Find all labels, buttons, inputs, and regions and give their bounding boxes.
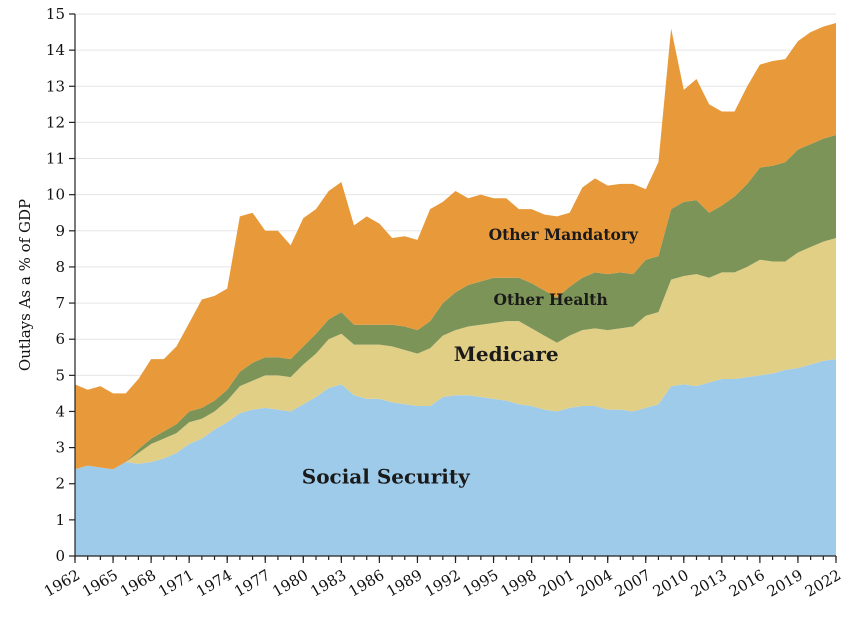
y-tick-label-13: 13 bbox=[46, 77, 65, 95]
x-tick-label-2022: 2022 bbox=[802, 566, 844, 601]
x-tick-label-2001: 2001 bbox=[536, 566, 578, 601]
series-label-other-mandatory: Other Mandatory bbox=[489, 225, 639, 244]
x-tick-label-1986: 1986 bbox=[345, 566, 387, 601]
series-area-social-security bbox=[75, 359, 836, 556]
x-tick-label-1971: 1971 bbox=[155, 566, 197, 601]
x-tick-label-2019: 2019 bbox=[764, 566, 806, 601]
series-area-medicare bbox=[75, 238, 836, 470]
series-areas bbox=[75, 23, 836, 556]
y-tick-label-7: 7 bbox=[55, 294, 65, 312]
y-tick-label-15: 15 bbox=[46, 5, 65, 23]
y-tick-label-8: 8 bbox=[55, 258, 65, 276]
x-tick-label-2016: 2016 bbox=[726, 566, 768, 601]
x-tick-label-1998: 1998 bbox=[498, 566, 540, 601]
y-axis-label: Outlays As a % of GDP bbox=[16, 199, 34, 371]
x-tick-labels: 1962196519681971197419771980198319861989… bbox=[41, 566, 844, 601]
x-tick-label-1989: 1989 bbox=[383, 566, 425, 601]
x-tick-label-1992: 1992 bbox=[421, 566, 463, 601]
y-tick-label-3: 3 bbox=[55, 439, 65, 457]
y-tick-label-9: 9 bbox=[55, 222, 65, 240]
series-label-medicare: Medicare bbox=[454, 342, 559, 366]
series-labels: Social Security Medicare Other Health Other… bbox=[302, 225, 639, 489]
x-tick-label-1965: 1965 bbox=[79, 566, 121, 601]
series-area-other-health bbox=[75, 135, 836, 470]
series-label-social-security: Social Security bbox=[302, 465, 471, 489]
y-tick-label-0: 0 bbox=[55, 547, 65, 565]
x-tick-label-2013: 2013 bbox=[688, 566, 730, 601]
y-tick-label-6: 6 bbox=[55, 330, 65, 348]
y-tick-label-2: 2 bbox=[55, 475, 65, 493]
x-tick-label-1977: 1977 bbox=[231, 566, 273, 601]
x-tick-label-2010: 2010 bbox=[650, 566, 692, 601]
x-tick-label-1995: 1995 bbox=[459, 566, 501, 601]
y-tick-label-4: 4 bbox=[55, 402, 65, 420]
x-tick-label-1974: 1974 bbox=[193, 566, 235, 601]
x-tick-label-1983: 1983 bbox=[307, 566, 349, 601]
y-tick-label-14: 14 bbox=[46, 41, 65, 59]
x-tick-label-2007: 2007 bbox=[612, 566, 654, 601]
series-area-other-mandatory bbox=[75, 23, 836, 470]
x-tick-label-1980: 1980 bbox=[269, 566, 311, 601]
y-tick-label-10: 10 bbox=[46, 186, 65, 204]
y-tick-label-1: 1 bbox=[55, 511, 65, 529]
y-tick-label-5: 5 bbox=[55, 366, 65, 384]
x-tick-label-1968: 1968 bbox=[117, 566, 159, 601]
x-tick-label-1962: 1962 bbox=[41, 566, 83, 601]
x-tick-label-2004: 2004 bbox=[574, 566, 616, 601]
y-tick-label-12: 12 bbox=[46, 113, 65, 131]
axes bbox=[69, 13, 837, 563]
y-tick-label-11: 11 bbox=[46, 150, 65, 168]
series-label-other-health: Other Health bbox=[494, 290, 608, 309]
